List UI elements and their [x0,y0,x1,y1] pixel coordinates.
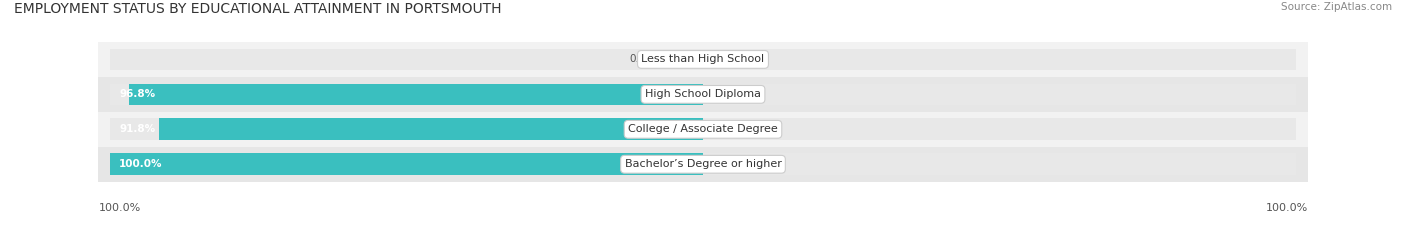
Bar [703,49,1296,70]
Bar [110,153,703,175]
Bar [110,153,703,175]
Text: 0.0%: 0.0% [714,124,741,134]
Bar [703,118,1296,140]
Text: 0.0%: 0.0% [714,89,741,99]
Bar [98,112,1308,147]
Bar [110,49,703,70]
Text: Source: ZipAtlas.com: Source: ZipAtlas.com [1281,2,1392,12]
Bar [110,83,703,105]
Bar [703,153,1296,175]
Text: 0.0%: 0.0% [714,159,741,169]
Text: High School Diploma: High School Diploma [645,89,761,99]
Bar [159,118,703,140]
Text: 100.0%: 100.0% [98,203,141,213]
Bar [98,42,1308,77]
Bar [703,83,1296,105]
Text: 91.8%: 91.8% [120,124,155,134]
Text: 96.8%: 96.8% [120,89,155,99]
Bar [98,147,1308,182]
Bar [129,83,703,105]
Text: 100.0%: 100.0% [120,159,163,169]
Bar [110,118,703,140]
Text: Bachelor’s Degree or higher: Bachelor’s Degree or higher [624,159,782,169]
Bar [98,77,1308,112]
Text: College / Associate Degree: College / Associate Degree [628,124,778,134]
Text: Less than High School: Less than High School [641,55,765,64]
Text: EMPLOYMENT STATUS BY EDUCATIONAL ATTAINMENT IN PORTSMOUTH: EMPLOYMENT STATUS BY EDUCATIONAL ATTAINM… [14,2,502,16]
Text: 100.0%: 100.0% [1265,203,1308,213]
Text: 0.0%: 0.0% [630,55,655,64]
Text: 0.0%: 0.0% [714,55,741,64]
